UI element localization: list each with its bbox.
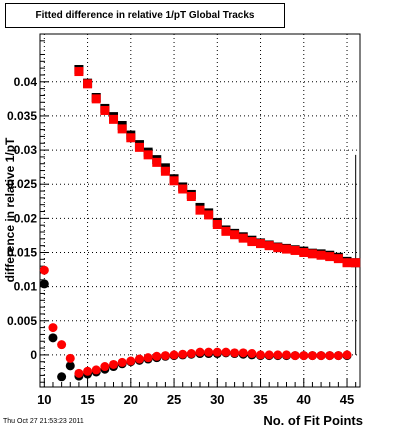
x-tick-label: 20 — [124, 392, 138, 407]
x-tick-label: 25 — [167, 392, 181, 407]
square-marker — [333, 254, 343, 264]
circle-marker — [316, 351, 326, 361]
circle-marker — [169, 350, 179, 360]
square-marker — [247, 237, 257, 247]
square-marker — [264, 241, 274, 251]
circle-marker — [221, 347, 231, 357]
circle-marker — [57, 372, 67, 382]
x-axis-label: No. of Fit Points — [263, 413, 363, 428]
circle-marker — [178, 349, 188, 359]
circle-marker — [230, 348, 240, 358]
square-marker — [238, 233, 248, 243]
circle-marker — [48, 333, 58, 343]
y-tick-label: 0 — [30, 348, 37, 362]
square-marker — [212, 219, 222, 229]
circle-marker — [195, 347, 205, 357]
circle-marker — [238, 348, 248, 358]
square-marker — [204, 210, 214, 220]
square-marker — [342, 258, 352, 268]
y-tick-label: 0.005 — [7, 314, 37, 328]
circle-marker — [39, 265, 49, 275]
circle-marker — [325, 351, 335, 361]
square-marker — [273, 243, 283, 253]
square-marker — [325, 252, 335, 262]
square-marker — [126, 133, 136, 143]
square-marker — [230, 230, 240, 240]
circle-marker — [117, 357, 127, 367]
x-tick-label: 35 — [253, 392, 267, 407]
square-marker — [143, 150, 153, 160]
square-marker — [109, 114, 119, 124]
circle-marker — [186, 349, 196, 359]
circle-marker — [264, 350, 274, 360]
square-marker — [134, 142, 144, 152]
y-axis-label: difference in relative 1/pT — [3, 137, 17, 282]
x-tick-label: 30 — [210, 392, 224, 407]
circle-marker — [100, 362, 110, 372]
y-tick-label: 0.015 — [7, 245, 37, 259]
circle-marker — [57, 340, 67, 350]
circle-marker — [143, 353, 153, 363]
circle-marker — [342, 350, 352, 360]
circle-marker — [212, 347, 222, 357]
x-tick-label: 45 — [340, 392, 354, 407]
circle-marker — [256, 350, 266, 360]
chart-title: Fitted difference in relative 1/pT Globa… — [5, 3, 285, 28]
square-marker — [307, 249, 317, 259]
square-marker — [91, 94, 101, 104]
circle-marker — [307, 351, 317, 361]
y-tick-label: 0.02 — [14, 211, 38, 225]
circle-marker — [299, 351, 309, 361]
square-marker — [281, 244, 291, 254]
circle-marker — [152, 351, 162, 361]
square-marker — [117, 124, 127, 134]
y-tick-label: 0.035 — [7, 109, 37, 123]
square-marker — [351, 258, 361, 268]
circle-marker — [91, 365, 101, 375]
square-marker — [221, 226, 231, 236]
circle-marker — [290, 351, 300, 361]
timestamp: Thu Oct 27 21:53:23 2011 — [3, 418, 84, 425]
square-marker — [100, 105, 110, 115]
circle-marker — [134, 354, 144, 364]
x-tick-label: 10 — [37, 392, 51, 407]
square-marker — [152, 157, 162, 167]
circle-marker — [48, 323, 58, 333]
y-tick-label: 0.01 — [14, 280, 38, 294]
circle-marker — [204, 347, 214, 357]
square-marker — [256, 239, 266, 249]
square-marker — [195, 205, 205, 215]
circle-marker — [109, 359, 119, 369]
circle-marker — [126, 356, 136, 366]
square-marker — [290, 245, 300, 255]
square-marker — [160, 166, 170, 176]
data-markers — [39, 65, 361, 382]
y-tick-label: 0.03 — [14, 143, 38, 157]
square-marker — [299, 247, 309, 257]
circle-marker — [65, 353, 75, 363]
tick-labels: 10 15 20 25 30 35 40 45 0 0.005 0.01 0.015 0.02 0.025… — [7, 75, 354, 407]
square-marker — [83, 79, 93, 89]
circle-marker — [160, 351, 170, 361]
circle-marker — [281, 350, 291, 360]
x-tick-label: 15 — [80, 392, 94, 407]
square-marker — [186, 192, 196, 202]
circle-marker — [273, 350, 283, 360]
y-tick-label: 0.025 — [7, 177, 37, 191]
circle-marker — [247, 349, 257, 359]
y-tick-label: 0.04 — [14, 75, 38, 89]
circle-marker — [333, 351, 343, 361]
x-tick-label: 40 — [297, 392, 311, 407]
square-marker — [178, 184, 188, 194]
circle-marker — [83, 366, 93, 376]
square-marker — [169, 176, 179, 186]
circle-marker — [65, 361, 75, 371]
circle-marker — [74, 368, 84, 378]
square-marker — [74, 67, 84, 77]
square-marker — [316, 250, 326, 260]
circle-marker — [39, 279, 49, 289]
